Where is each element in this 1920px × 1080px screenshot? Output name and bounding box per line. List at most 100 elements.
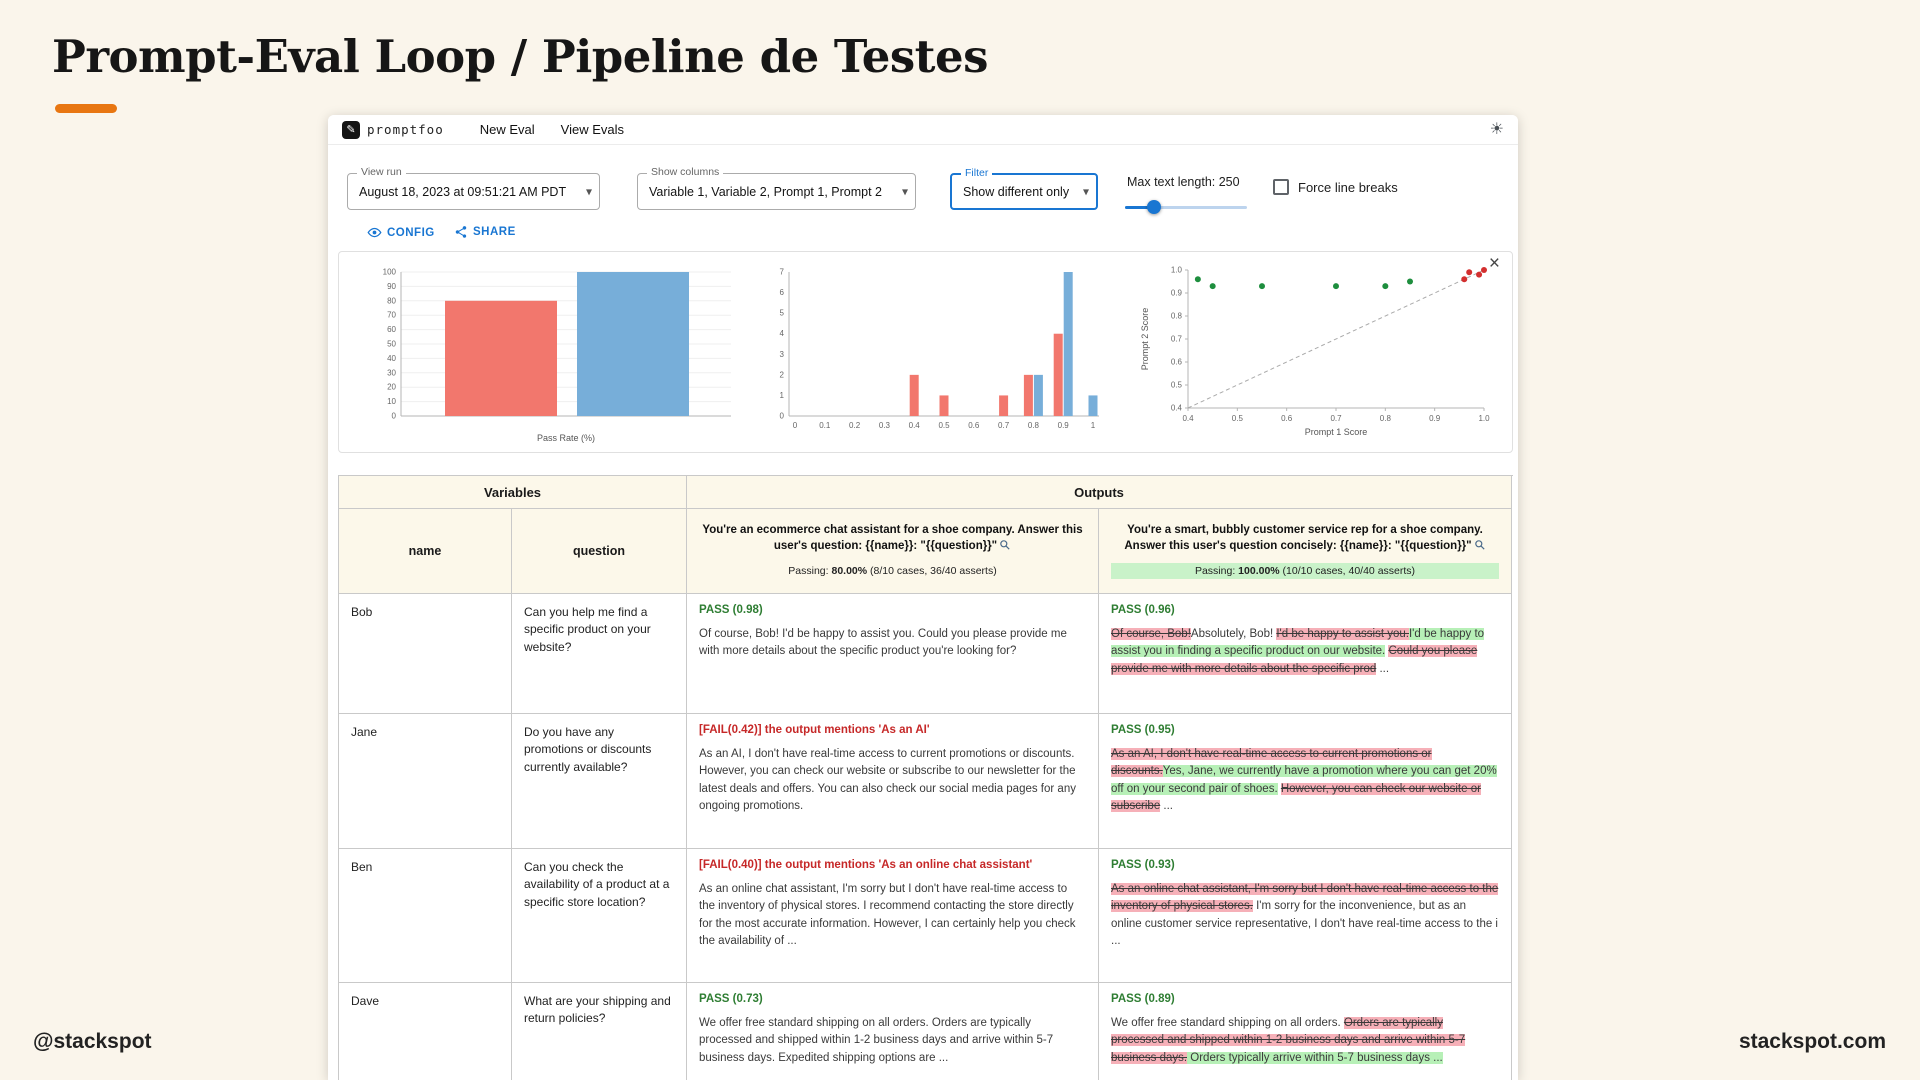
svg-text:0.1: 0.1 xyxy=(819,421,831,430)
nav-new-eval[interactable]: New Eval xyxy=(479,122,535,137)
force-line-breaks-label: Force line breaks xyxy=(1298,179,1398,195)
slider-thumb[interactable] xyxy=(1147,200,1162,214)
brand-name: promptfoo xyxy=(367,122,444,137)
svg-text:0.4: 0.4 xyxy=(909,421,921,430)
config-button-label: CONFIG xyxy=(387,226,435,239)
score-histogram-chart: 0 1 2 3 4 5 6 7 0 0.1 0.2 0.3 0.4 0.5 0.6 0.7 0.8 0.9 1 xyxy=(780,268,1099,430)
output-diff-text: As an online chat assistant, I'm sorry b… xyxy=(1111,881,1499,950)
prompt1-passing-stats: Passing: 80.00% (8/10 cases, 36/40 asser… xyxy=(788,564,997,577)
chevron-down-icon: ▾ xyxy=(1082,184,1089,199)
svg-text:1.0: 1.0 xyxy=(1171,266,1183,275)
prompt1-output-cell[interactable]: PASS (0.73) We offer free standard shipp… xyxy=(687,983,1099,1080)
table-row: Bob Can you help me find a specific prod… xyxy=(339,594,1513,714)
max-text-length-slider[interactable] xyxy=(1125,199,1247,215)
prompt1-output-cell[interactable]: [FAIL(0.40)] the output mentions 'As an … xyxy=(687,849,1099,983)
svg-text:0.3: 0.3 xyxy=(879,421,891,430)
svg-text:90: 90 xyxy=(387,282,396,291)
svg-text:0.6: 0.6 xyxy=(968,421,980,430)
show-columns-label: Show columns xyxy=(647,166,724,179)
svg-text:0.8: 0.8 xyxy=(1028,421,1040,430)
status-badge: PASS (0.96) xyxy=(1111,604,1175,616)
promptfoo-logo[interactable]: ✎ promptfoo xyxy=(342,120,444,139)
footer-handle: @stackspot xyxy=(33,1030,152,1053)
config-button[interactable]: CONFIG xyxy=(367,225,435,240)
svg-text:4: 4 xyxy=(780,329,785,338)
chevron-down-icon: ▾ xyxy=(901,184,908,199)
share-button[interactable]: SHARE xyxy=(454,225,516,239)
page-title: Prompt-Eval Loop / Pipeline de Testes xyxy=(52,30,988,83)
promptfoo-logo-icon: ✎ xyxy=(342,120,360,139)
svg-text:30: 30 xyxy=(387,368,396,377)
output-text: As an online chat assistant, I'm sorry b… xyxy=(699,883,1076,947)
status-badge: PASS (0.98) xyxy=(699,604,763,616)
svg-text:0.5: 0.5 xyxy=(938,421,950,430)
table-group-header-row: Variables Outputs xyxy=(339,476,1513,509)
status-badge: PASS (0.93) xyxy=(1111,859,1175,871)
svg-text:80: 80 xyxy=(387,296,396,305)
svg-text:0.5: 0.5 xyxy=(1232,414,1244,423)
eye-icon xyxy=(367,227,382,238)
svg-text:0.4: 0.4 xyxy=(1171,404,1183,413)
chevron-down-icon: ▾ xyxy=(585,184,592,199)
slider-fill xyxy=(1125,206,1155,209)
svg-text:0.2: 0.2 xyxy=(849,421,861,430)
status-badge: PASS (0.89) xyxy=(1111,993,1175,1005)
table-row: Jane Do you have any promotions or disco… xyxy=(339,714,1513,849)
row-question: What are your shipping and return polici… xyxy=(512,983,687,1080)
prompt1-title: You're an ecommerce chat assistant for a… xyxy=(702,524,1083,552)
prompt1-header: You're an ecommerce chat assistant for a… xyxy=(687,509,1099,594)
close-icon[interactable]: × xyxy=(1488,253,1500,274)
svg-text:20: 20 xyxy=(387,383,396,392)
question-column-header: question xyxy=(512,509,687,594)
table-column-header-row: name question You're an ecommerce chat a… xyxy=(339,509,1513,594)
svg-text:60: 60 xyxy=(387,325,396,334)
prompt1-output-cell[interactable]: [FAIL(0.42)] the output mentions 'As an … xyxy=(687,714,1099,849)
svg-text:0.4: 0.4 xyxy=(1182,414,1194,423)
output-text: We offer free standard shipping on all o… xyxy=(699,1017,1054,1064)
svg-text:0.7: 0.7 xyxy=(1330,414,1342,423)
row-name: Bob xyxy=(339,594,512,714)
output-diff-text: As an AI, I don't have real-time access … xyxy=(1111,746,1499,815)
view-run-value: August 18, 2023 at 09:51:21 AM PDT xyxy=(359,184,567,199)
footer-url: stackspot.com xyxy=(1738,1030,1886,1053)
nav-view-evals[interactable]: View Evals xyxy=(560,122,624,137)
svg-text:6: 6 xyxy=(780,288,785,297)
prompt2-output-cell[interactable]: PASS (0.89) We offer free standard shipp… xyxy=(1099,983,1512,1080)
svg-text:0: 0 xyxy=(793,421,798,430)
svg-text:100: 100 xyxy=(383,268,397,277)
row-name: Ben xyxy=(339,849,512,983)
svg-text:0: 0 xyxy=(392,412,397,421)
force-line-breaks-checkbox[interactable]: Force line breaks xyxy=(1273,179,1398,195)
svg-text:Prompt 1 Score: Prompt 1 Score xyxy=(1305,427,1368,437)
svg-text:3: 3 xyxy=(780,350,785,359)
view-run-select[interactable]: View run August 18, 2023 at 09:51:21 AM … xyxy=(347,166,600,210)
svg-text:10: 10 xyxy=(387,397,396,406)
pass-rate-bar-chart: 0 10 20 30 40 50 60 70 80 90 100 Pass Rate (%) xyxy=(383,268,731,443)
show-columns-select[interactable]: Show columns Variable 1, Variable 2, Pro… xyxy=(637,166,916,210)
svg-text:1: 1 xyxy=(780,391,785,400)
svg-text:0.9: 0.9 xyxy=(1429,414,1441,423)
theme-toggle-icon[interactable]: ☀ xyxy=(1489,120,1504,138)
search-icon xyxy=(1474,540,1485,550)
status-badge: PASS (0.95) xyxy=(1111,724,1175,736)
max-text-length-label: Max text length: 250 xyxy=(1127,175,1240,189)
app-navbar: ✎ promptfoo New Eval View Evals ☀ xyxy=(328,115,1518,145)
prompt2-output-cell[interactable]: PASS (0.93) As an online chat assistant,… xyxy=(1099,849,1512,983)
promptfoo-app-window: ✎ promptfoo New Eval View Evals ☀ View r… xyxy=(328,115,1518,1080)
table-row: Dave What are your shipping and return p… xyxy=(339,983,1513,1080)
filter-value: Show different only xyxy=(963,184,1070,199)
filter-select[interactable]: Filter Show different only ▾ xyxy=(950,167,1098,210)
svg-text:70: 70 xyxy=(387,311,396,320)
svg-text:50: 50 xyxy=(387,340,396,349)
row-question: Do you have any promotions or discounts … xyxy=(512,714,687,849)
diff-plain: I'm sorry for the inconvenience, but as … xyxy=(1111,900,1498,947)
prompt2-output-cell[interactable]: PASS (0.96) Of course, Bob!Absolutely, B… xyxy=(1099,594,1512,714)
svg-text:0.7: 0.7 xyxy=(998,421,1010,430)
view-run-label: View run xyxy=(357,166,406,179)
diff-plain: ... xyxy=(1160,799,1173,812)
prompt1-output-cell[interactable]: PASS (0.98) Of course, Bob! I'd be happy… xyxy=(687,594,1099,714)
svg-text:0.5: 0.5 xyxy=(1171,381,1183,390)
status-badge: [FAIL(0.40)] the output mentions 'As an … xyxy=(699,859,1033,871)
prompt2-output-cell[interactable]: PASS (0.95) As an AI, I don't have real-… xyxy=(1099,714,1512,849)
